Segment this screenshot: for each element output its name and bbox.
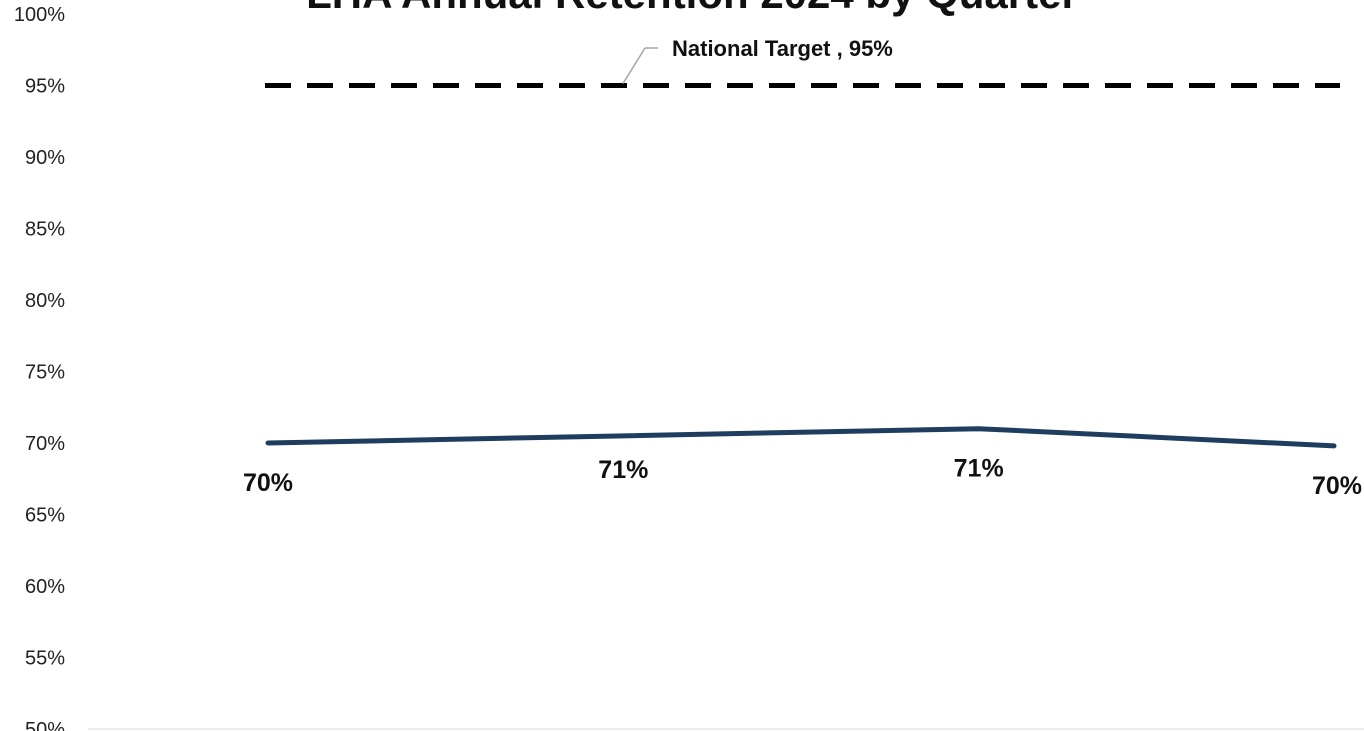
y-tick-label: 95% — [25, 76, 65, 98]
data-label: 70% — [243, 469, 293, 497]
y-tick-label: 85% — [25, 219, 65, 241]
data-label: 71% — [954, 455, 1004, 483]
y-tick-label: 80% — [25, 290, 65, 312]
target-label-leader — [622, 47, 646, 84]
data-label: 70% — [1312, 472, 1362, 500]
y-tick-label: 70% — [25, 433, 65, 455]
series-line — [265, 426, 1337, 449]
y-tick-label: 55% — [25, 648, 65, 670]
y-tick-label: 90% — [25, 147, 65, 169]
target-label: National Target , 95% — [672, 36, 893, 61]
y-axis: 50% 55% 60% 65% 70% 75% 80% 85% 90% 95% 100% — [14, 4, 65, 731]
y-tick-label: 50% — [25, 719, 65, 731]
y-tick-label: 75% — [25, 362, 65, 384]
data-label: 71% — [598, 456, 648, 484]
y-tick-label: 60% — [25, 576, 65, 598]
data-labels: 70% 71% 71% 70% — [243, 455, 1362, 500]
y-tick-label: 65% — [25, 505, 65, 527]
y-tick-label: 100% — [14, 4, 65, 26]
chart-title: LHA Annual Retention 2024 by Quarter — [306, 0, 1078, 17]
